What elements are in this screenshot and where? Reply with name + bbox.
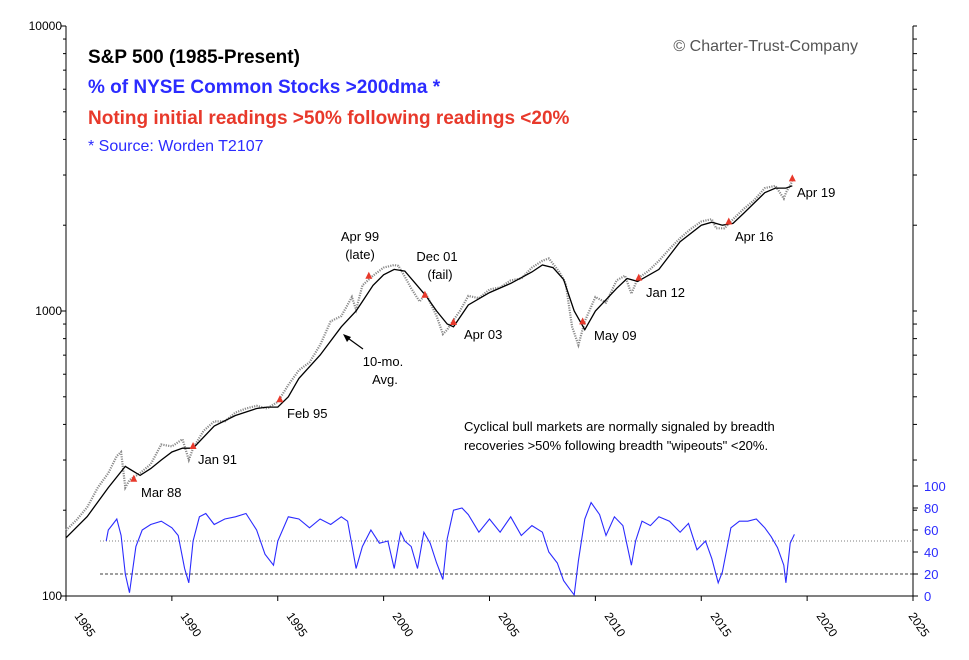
source-note: * Source: Worden T2107	[88, 138, 264, 155]
annotation-sublabel: (late)	[345, 247, 375, 262]
signal-marker	[421, 290, 429, 298]
x-tick-label: 2010	[602, 610, 629, 640]
annotation-label: Apr 19	[797, 185, 835, 200]
chart-subtitle-blue: % of NYSE Common Stocks >200dma *	[88, 77, 441, 98]
annotation-label: Mar 88	[141, 485, 181, 500]
signal-marker	[450, 317, 458, 325]
x-tick-label: 1995	[284, 610, 311, 640]
x-tick-label: 2020	[814, 610, 841, 640]
signal-marker	[365, 271, 373, 279]
ma-callout-label: Avg.	[372, 372, 398, 387]
signal-marker	[725, 217, 733, 225]
signal-marker	[130, 474, 138, 482]
annotation-label: May 09	[594, 328, 637, 343]
note-line: recoveries >50% following breadth "wipeo…	[464, 438, 768, 453]
x-tick-label: 2000	[390, 610, 417, 640]
chart-subtitle-red: Noting initial readings >50% following r…	[88, 108, 570, 129]
x-tick-label: 2025	[906, 610, 933, 640]
y2-tick-label: 20	[924, 567, 938, 582]
y2-tick-label: 40	[924, 545, 938, 560]
annotation-label: Jan 12	[646, 285, 685, 300]
axis-tick-marks	[61, 25, 918, 601]
x-tick-label: 1990	[178, 610, 205, 640]
ma-callout: 10-mo. Avg.	[343, 334, 403, 387]
ma-callout-label: 10-mo.	[363, 354, 403, 369]
annotation-label: Apr 16	[735, 229, 773, 244]
y-tick-label: 100	[42, 589, 62, 603]
y2-tick-label: 100	[924, 479, 946, 494]
annotation-label: Apr 03	[464, 327, 502, 342]
y2-tick-label: 80	[924, 501, 938, 516]
note-line: Cyclical bull markets are normally signa…	[464, 419, 775, 434]
annotation-label: Dec 01	[416, 249, 457, 264]
signal-marker	[788, 174, 796, 182]
annotation-sublabel: (fail)	[427, 267, 452, 282]
annotation-label: Jan 91	[198, 452, 237, 467]
y2-tick-labels: 100 80 60 40 20 0	[924, 479, 946, 604]
chart-title: S&P 500 (1985-Present)	[88, 47, 300, 68]
x-tick-label: 2005	[496, 610, 523, 640]
signal-marker	[635, 273, 643, 281]
signal-marker	[276, 395, 284, 403]
copyright-text: © Charter-Trust-Company	[673, 38, 858, 55]
y-tick-label: 1000	[35, 304, 62, 318]
annotation-label: Feb 95	[287, 406, 327, 421]
signal-marker	[579, 317, 587, 325]
annotation-label: Apr 99	[341, 229, 379, 244]
y2-tick-label: 0	[924, 589, 931, 604]
x-tick-label: 1985	[72, 610, 99, 640]
breadth-series-line	[105, 501, 795, 597]
signal-marker	[189, 441, 197, 449]
y-tick-label: 10000	[29, 19, 63, 33]
y2-tick-label: 60	[924, 523, 938, 538]
sp500-series-line	[65, 180, 794, 532]
signal-markers	[130, 174, 796, 482]
ma-callout-arrowhead	[343, 334, 351, 342]
x-tick-label: 2015	[708, 610, 735, 640]
